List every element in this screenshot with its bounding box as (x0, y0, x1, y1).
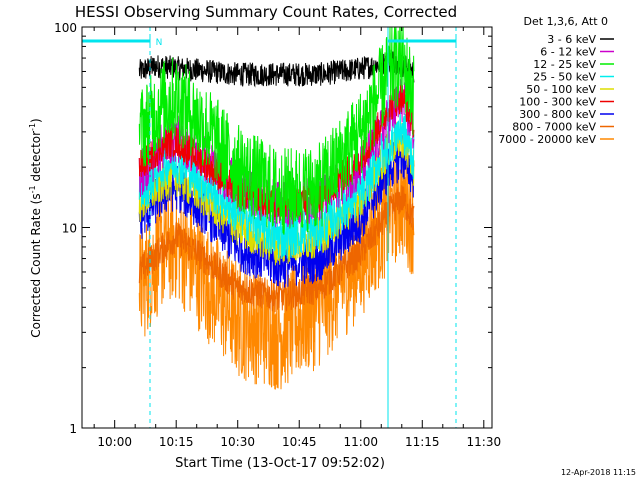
x-tick-label: 11:15 (405, 435, 440, 449)
y-axis-label: Corrected Count Rate (s-1 detector-1) (28, 118, 43, 337)
chart-title: HESSI Observing Summary Count Rates, Cor… (75, 3, 457, 21)
y-axis-label-part2: detector (29, 131, 43, 186)
legend-label: 12 - 25 keV (533, 58, 596, 71)
legend-label: 25 - 50 keV (533, 71, 596, 84)
y-axis-label-sup1: -1 (28, 185, 37, 193)
y-axis-label-sup2: -1 (28, 123, 37, 131)
series-layer (138, 26, 415, 390)
legend-title: Det 1,3,6, Att 0 (524, 15, 608, 28)
series-line-7 (138, 185, 415, 313)
legend-label: 100 - 300 keV (519, 96, 596, 109)
legend-label: 3 - 6 keV (547, 33, 596, 46)
legend-label: 7000 - 20000 keV (498, 133, 596, 146)
series-line-3 (138, 104, 415, 259)
series-line-2 (138, 26, 415, 235)
x-tick-label: 10:00 (97, 435, 132, 449)
x-tick-label: 11:30 (467, 435, 502, 449)
legend-label: 6 - 12 keV (540, 46, 596, 59)
x-axis-label: Start Time (13-Oct-17 09:52:02) (175, 456, 385, 471)
x-tick-label: 10:30 (220, 435, 255, 449)
x-tick-label: 10:15 (159, 435, 194, 449)
timestamp: 12-Apr-2018 11:15 (561, 468, 636, 477)
x-tick-label: 11:00 (343, 435, 378, 449)
flag-label: N (156, 38, 163, 48)
legend-label: 50 - 100 keV (526, 83, 596, 96)
legend-label: 300 - 800 keV (519, 108, 596, 121)
y-tick-label: 1 (69, 422, 77, 436)
y-axis-label-part3: ) (29, 118, 43, 123)
y-tick-label: 100 (54, 21, 77, 35)
series-line-8 (138, 146, 415, 390)
y-axis-label-part1: Corrected Count Rate (s (29, 193, 43, 337)
axis-layer: 10:00 10:15 10:30 10:45 11:00 11:15 11:30 1 10 10… (54, 21, 501, 449)
y-tick-label: 10 (62, 222, 77, 236)
legend-label: 800 - 7000 keV (512, 121, 596, 134)
x-tick-label: 10:45 (282, 435, 317, 449)
series-line-0 (138, 51, 415, 88)
